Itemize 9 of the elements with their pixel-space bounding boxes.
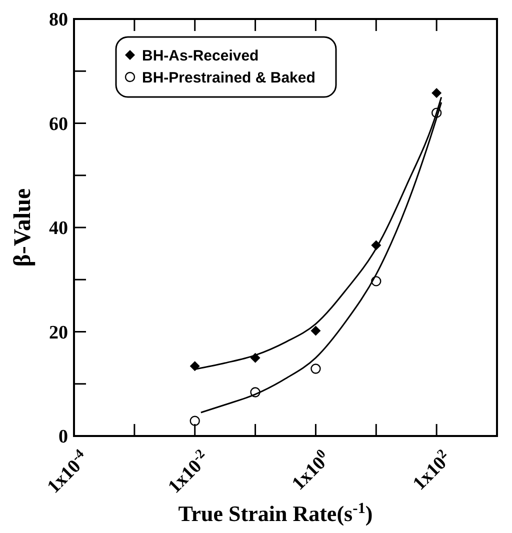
legend-label: BH-As-Received (142, 47, 259, 64)
y-tick-label: 0 (58, 426, 68, 448)
x-axis-title: True Strain Rate(s$^{-1}$) (178, 500, 373, 526)
legend-label: BH-Prestrained & Baked (142, 69, 316, 86)
y-tick-label: 60 (49, 114, 68, 135)
y-tick-label: 20 (49, 322, 68, 344)
y-tick-label: 40 (49, 218, 68, 240)
y-axis-title: β-Value (10, 188, 36, 267)
y-tick-label: 80 (49, 10, 68, 31)
